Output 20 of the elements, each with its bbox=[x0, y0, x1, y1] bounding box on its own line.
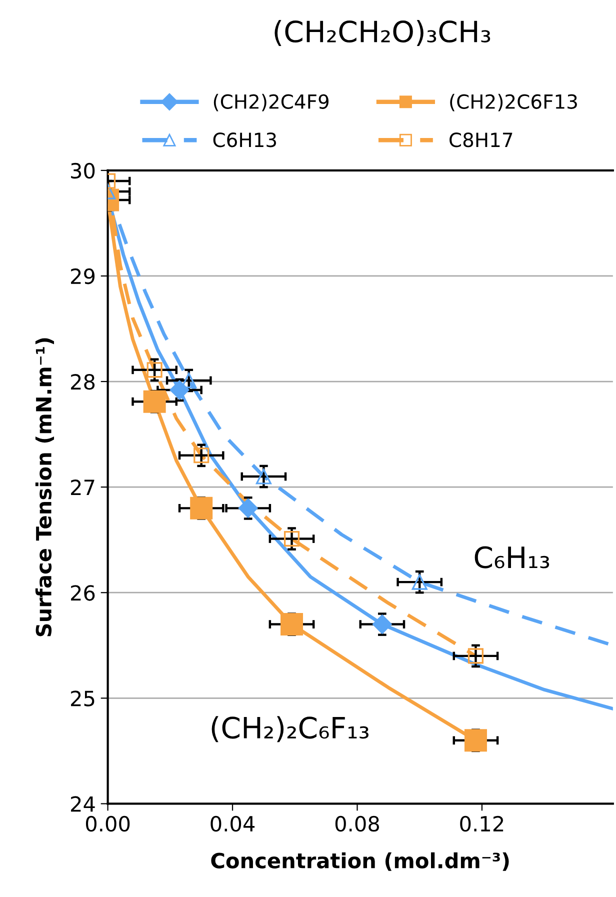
x-tick-label: 0.04 bbox=[210, 816, 255, 832]
y-tick-label: 27 bbox=[71, 480, 94, 495]
chart-title: (CH₂CH₂O)₃CH₃ bbox=[274, 20, 490, 46]
x-tick-label: 0.08 bbox=[335, 816, 380, 832]
annotation: C₆H₁₃ bbox=[474, 546, 550, 568]
legend-label: C8H17 bbox=[450, 132, 512, 148]
y-tick-label: 25 bbox=[71, 690, 94, 706]
legend-label: C6H13 bbox=[213, 132, 276, 148]
x-tick-label: 0.12 bbox=[460, 816, 504, 832]
y-tick-label: 28 bbox=[71, 374, 95, 390]
x-axis-title: Concentration (mol.dm⁻³) bbox=[211, 852, 509, 871]
x-tick-label: 0.00 bbox=[86, 816, 130, 832]
y-tick-label: 29 bbox=[71, 268, 95, 284]
legend-label: (CH2)2C4F9 bbox=[214, 94, 328, 112]
y-tick-label: 30 bbox=[71, 162, 95, 179]
legend-label: (CH2)2C6F13 bbox=[450, 94, 577, 112]
y-axis-title: Surface Tension (mN.m⁻¹) bbox=[35, 338, 54, 636]
y-tick-label: 26 bbox=[71, 585, 95, 601]
y-tick-label: 24 bbox=[71, 796, 95, 812]
annotation: (CH₂)₂C₆F₁₃ bbox=[212, 716, 368, 742]
